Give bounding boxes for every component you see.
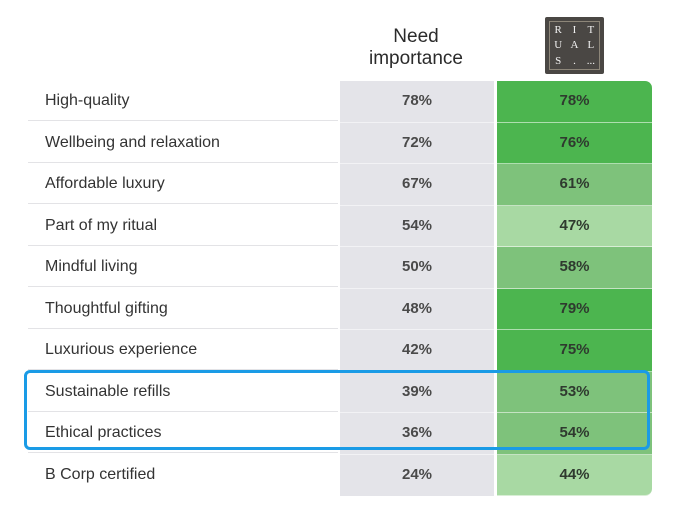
table-row: Thoughtful gifting 48% 79%	[28, 288, 652, 330]
row-label: Wellbeing and relaxation	[28, 123, 338, 163]
need-importance-value: 48%	[340, 288, 494, 330]
logo-letter: ...	[586, 55, 595, 68]
rituals-value: 44%	[497, 454, 652, 496]
row-label: Thoughtful gifting	[28, 289, 338, 329]
logo-letter: I	[572, 23, 577, 36]
logo-letter: U	[554, 39, 563, 52]
need-importance-value: 42%	[340, 330, 494, 372]
table-row: Part of my ritual 54% 47%	[28, 205, 652, 247]
row-label: Affordable luxury	[28, 164, 338, 204]
rituals-value: 61%	[497, 164, 652, 206]
rituals-value: 58%	[497, 247, 652, 289]
row-label: Part of my ritual	[28, 206, 338, 246]
rituals-value: 75%	[497, 330, 652, 372]
rituals-value: 76%	[497, 122, 652, 164]
table-row: Sustainable refills 39% 53%	[28, 371, 652, 413]
row-label: Mindful living	[28, 247, 338, 287]
rituals-value: 79%	[497, 288, 652, 330]
table-row: Luxurious experience 42% 75%	[28, 330, 652, 372]
row-label: High-quality	[28, 81, 338, 121]
row-label: Luxurious experience	[28, 330, 338, 370]
rituals-value: 53%	[497, 371, 652, 413]
logo-letter: S	[555, 55, 562, 68]
need-importance-value: 67%	[340, 164, 494, 206]
row-label: B Corp certified	[45, 465, 156, 483]
need-importance-value: 36%	[340, 413, 494, 455]
logo-letter: T	[587, 23, 595, 36]
table-row: Ethical practices 36% 54%	[28, 413, 652, 455]
logo-letter: .	[573, 55, 576, 68]
logo-letter: R	[554, 23, 562, 36]
need-importance-value: 24%	[340, 454, 494, 496]
row-label: Ethical practices	[28, 413, 338, 453]
table-row: Wellbeing and relaxation 72% 76%	[28, 122, 652, 164]
need-importance-value: 39%	[340, 371, 494, 413]
need-importance-header-line2: importance	[369, 48, 463, 69]
logo-letter: L	[587, 39, 595, 52]
rituals-value: 54%	[497, 413, 652, 455]
table-row: High-quality 78% 78%	[28, 81, 652, 123]
table-row: Affordable luxury 67% 61%	[28, 164, 652, 206]
need-importance-header-line1: Need	[393, 26, 439, 47]
table-row: B Corp certified 24% 44%	[28, 454, 652, 496]
rituals-logo: R I T U A L S . ...	[545, 17, 604, 74]
table-row: Mindful living 50% 58%	[28, 247, 652, 289]
need-importance-value: 78%	[340, 81, 494, 123]
row-label: Sustainable refills	[28, 372, 338, 412]
need-importance-value: 72%	[340, 122, 494, 164]
need-importance-value: 54%	[340, 205, 494, 247]
rituals-logo-grid: R I T U A L S . ...	[549, 21, 600, 70]
rituals-value: 47%	[497, 205, 652, 247]
need-importance-value: 50%	[340, 247, 494, 289]
comparison-table: High-quality 78% 78% Wellbeing and relaxati…	[28, 81, 652, 496]
need-importance-header: Need importance	[340, 26, 492, 70]
logo-letter: A	[570, 39, 579, 52]
rituals-value: 78%	[497, 81, 652, 123]
